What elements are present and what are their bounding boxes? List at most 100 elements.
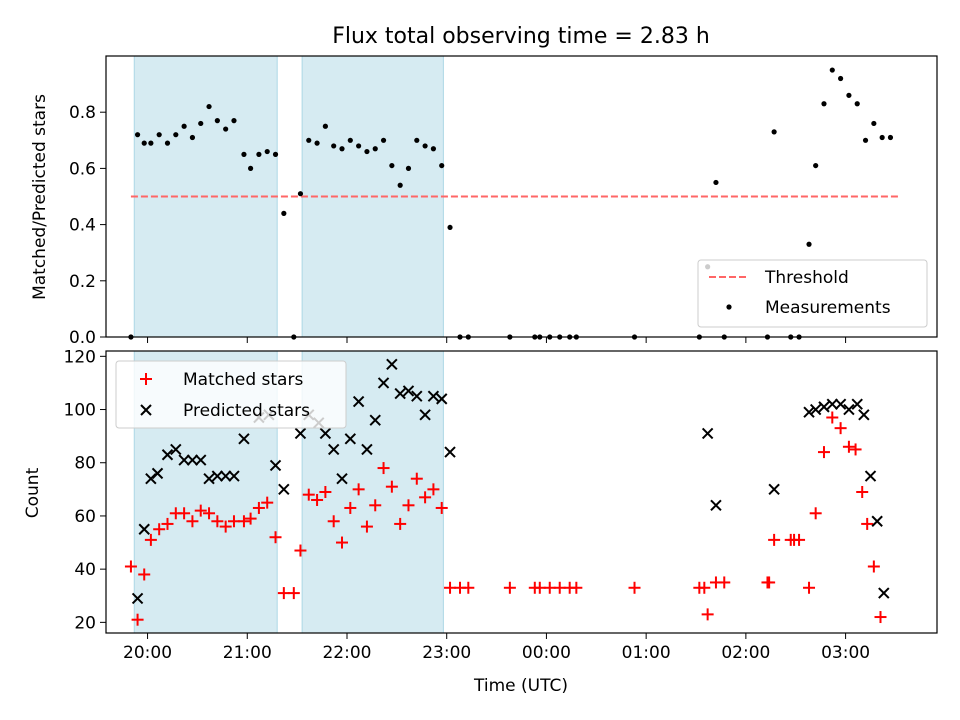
matched-star-point (344, 501, 357, 514)
chart-title: Flux total observing time = 2.83 h (332, 24, 710, 49)
measurement-point (339, 146, 345, 152)
predicted-star-point (427, 390, 440, 402)
measurement-point (241, 151, 247, 157)
predicted-star-point (151, 467, 164, 480)
predicted-star-point (219, 470, 232, 482)
matched-star-point (352, 483, 365, 496)
matched-star-point (874, 611, 887, 624)
measurement-point (141, 140, 147, 146)
predicted-star-point (186, 454, 199, 466)
predicted-star-point (864, 470, 877, 482)
legend-matched-label: Matched stars (183, 370, 303, 390)
top-legend: Threshold Measurements (697, 259, 928, 328)
predicted-star-point (803, 406, 815, 418)
bottom-panel-frame (105, 350, 938, 634)
matched-star-point (261, 496, 274, 509)
matched-star-point (211, 515, 224, 528)
measurement-point (223, 126, 229, 132)
top-panel: 0.00.20.40.60.8 Matched/Predicted stars … (30, 55, 938, 348)
top-panel-frame (105, 55, 938, 338)
matched-star-point (327, 515, 340, 528)
predicted-star-point (826, 398, 839, 410)
matched-star-point (503, 581, 516, 594)
measurement-point (846, 92, 852, 98)
predicted-star-point (269, 459, 282, 472)
matched-star-point (867, 560, 880, 573)
x-tick-label: 20:00 (123, 643, 172, 663)
matched-star-point (718, 576, 731, 589)
predicted-star-point (195, 454, 207, 466)
matched-star-point (842, 440, 855, 453)
matched-star-point (360, 520, 373, 533)
matched-star-point (849, 443, 862, 456)
measurement-point (181, 123, 187, 129)
measurement-point (806, 241, 812, 247)
measurement-point (430, 146, 437, 152)
measurement-point (771, 129, 777, 135)
matched-star-point (701, 608, 714, 621)
predicted-star-point (238, 433, 250, 445)
matched-star-point (336, 536, 349, 549)
measurement-point (389, 162, 395, 169)
matched-star-point (178, 507, 191, 520)
measurement-point (189, 134, 196, 141)
predicted-star-point (178, 454, 190, 466)
predicted-star-point (843, 403, 855, 416)
matched-star-point (427, 483, 440, 496)
measurement-point (713, 179, 719, 186)
matched-star-point (131, 613, 144, 626)
measurement-point (214, 118, 220, 124)
predicted-star-point (377, 377, 390, 389)
measurement-point (447, 224, 453, 231)
matched-star-point (203, 507, 216, 520)
predicted-star-point (701, 427, 714, 440)
bottom-panel: 20 40 60 80 100 120 20:00 21:00 22:00 23:00 00:00 0… (23, 347, 938, 663)
matched-star-point (763, 576, 776, 589)
measurement-point (439, 162, 445, 169)
matched-star-point (793, 533, 806, 546)
matched-star-point (628, 581, 641, 594)
legend-predicted-label: Predicted stars (183, 401, 310, 421)
predicted-star-point (170, 443, 182, 456)
matched-star-point (294, 544, 307, 557)
y-tick-label: 0.8 (69, 103, 96, 123)
predicted-star-point (352, 395, 365, 408)
top-y-axis-label: Matched/Predicted stars (30, 94, 50, 300)
matched-star-point (311, 493, 324, 506)
matched-star-point (803, 581, 816, 594)
measurement-point (164, 140, 171, 146)
x-tick-label: 01:00 (622, 643, 671, 663)
measurement-point (838, 75, 844, 82)
legend-matched-swatch (140, 373, 152, 385)
y-tick-label: 40 (74, 560, 96, 580)
matched-star-point (570, 581, 583, 594)
matched-star-point (462, 581, 475, 594)
predicted-star-point (386, 358, 398, 371)
x-tick-label: 03:00 (821, 643, 870, 663)
measurement-point (272, 151, 279, 157)
measurement-point (862, 137, 869, 143)
matched-star-point (834, 422, 847, 435)
predicted-star-point (444, 446, 456, 458)
matched-star-point (377, 462, 390, 475)
matched-star-point (252, 501, 265, 514)
measurement-point (331, 143, 337, 149)
matched-star-point (394, 517, 407, 530)
matched-star-point (244, 512, 257, 525)
predicted-star-point (871, 515, 883, 527)
predicted-star-point (319, 427, 332, 440)
matched-star-point (237, 515, 250, 528)
bottom-y-axis-label: Count (23, 467, 43, 518)
matched-star-point (219, 520, 232, 533)
predicted-star-point (768, 483, 780, 496)
x-tick-label: 22:00 (322, 643, 371, 663)
matched-star-point (826, 411, 839, 424)
predicted-star-point (361, 443, 373, 456)
measurement-point (887, 134, 894, 141)
legend-measurements-label: Measurements (765, 298, 891, 318)
matched-star-point (269, 531, 282, 544)
measurement-point (821, 101, 827, 107)
x-tick-label: 02:00 (721, 643, 770, 663)
measurement-point (297, 191, 304, 197)
